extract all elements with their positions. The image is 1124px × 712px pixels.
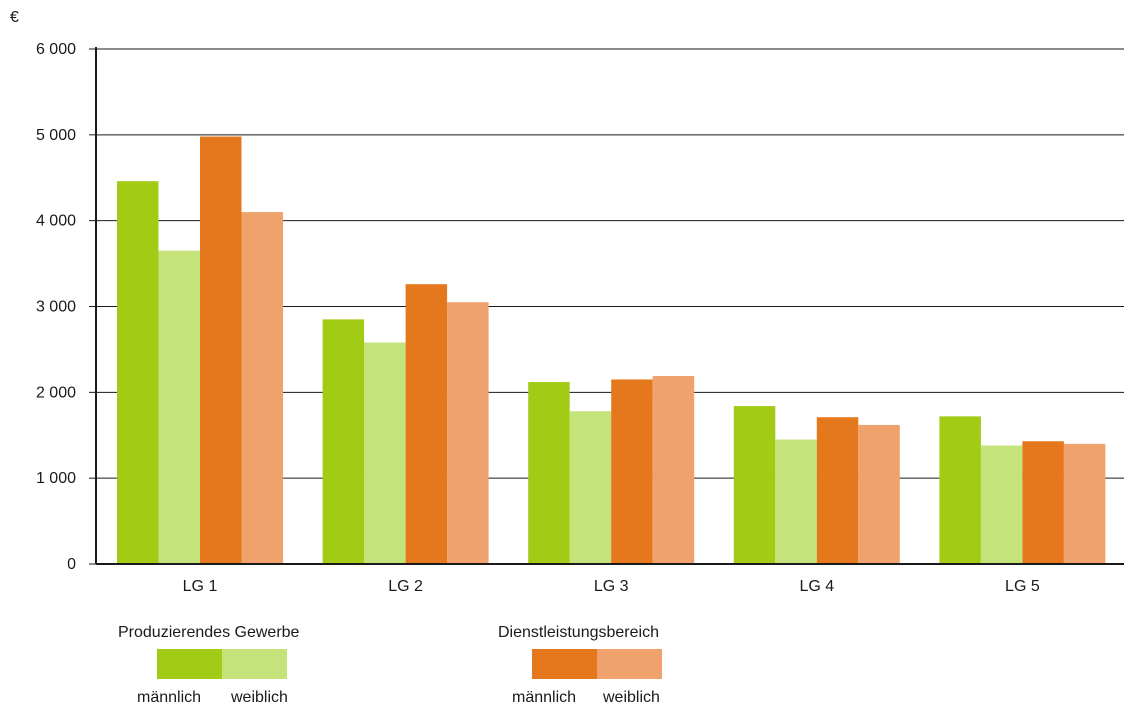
legend-swatch-produzierendes-weiblich xyxy=(222,649,287,679)
bars xyxy=(117,136,1106,565)
legend-label-dienstleistung-weiblich: weiblich xyxy=(603,689,660,706)
bar xyxy=(652,376,695,564)
bar-chart: € 0 1 000 2 000 3 000 4 000 5 000 6 000 LG 1 LG … xyxy=(10,9,1124,595)
legend-swatch-produzierendes-maennlich xyxy=(157,649,222,679)
bar xyxy=(816,417,859,564)
legend-swatch-dienstleistung-maennlich xyxy=(532,649,597,679)
bar xyxy=(364,342,406,564)
bar xyxy=(1063,443,1106,564)
bar xyxy=(858,424,900,564)
legend-label-produzierendes-maennlich: männlich xyxy=(137,689,202,706)
bar xyxy=(733,406,776,564)
x-tick-label: LG 5 xyxy=(1005,578,1040,595)
tick-labels: 0 1 000 2 000 3 000 4 000 5 000 6 000 LG 1 LG 2 L… xyxy=(36,41,1040,595)
legend-label-dienstleistung-maennlich: männlich xyxy=(512,689,577,706)
legend-title-dienstleistung: Dienstleistungsbereich xyxy=(498,624,659,641)
y-axis-unit: € xyxy=(10,9,19,26)
axes xyxy=(89,47,1124,565)
bar xyxy=(117,181,159,564)
y-tick-label: 3 000 xyxy=(36,299,76,316)
bar xyxy=(611,379,653,564)
y-tick-label: 4 000 xyxy=(36,213,76,230)
bar xyxy=(241,212,283,565)
y-tick-label: 0 xyxy=(67,556,76,573)
x-tick-label: LG 4 xyxy=(799,578,834,595)
bar xyxy=(569,411,612,564)
x-tick-label: LG 2 xyxy=(388,578,423,595)
bar xyxy=(200,136,242,565)
x-tick-label: LG 1 xyxy=(183,578,218,595)
bar xyxy=(939,416,981,564)
bar xyxy=(447,302,489,564)
bar xyxy=(528,382,570,564)
bar xyxy=(1022,441,1064,564)
bar xyxy=(775,439,817,564)
y-tick-label: 5 000 xyxy=(36,127,76,144)
bar xyxy=(980,445,1023,564)
bar xyxy=(158,250,200,565)
legend-swatch-dienstleistung-weiblich xyxy=(597,649,662,679)
legend-title-produzierendes: Produzierendes Gewerbe xyxy=(118,624,300,641)
x-tick-label: LG 3 xyxy=(594,578,629,595)
y-tick-label: 6 000 xyxy=(36,41,76,58)
y-tick-label: 1 000 xyxy=(36,470,76,487)
bar xyxy=(405,284,448,564)
y-tick-label: 2 000 xyxy=(36,384,76,401)
legend-label-produzierendes-weiblich: weiblich xyxy=(231,689,288,706)
bar xyxy=(322,319,365,564)
